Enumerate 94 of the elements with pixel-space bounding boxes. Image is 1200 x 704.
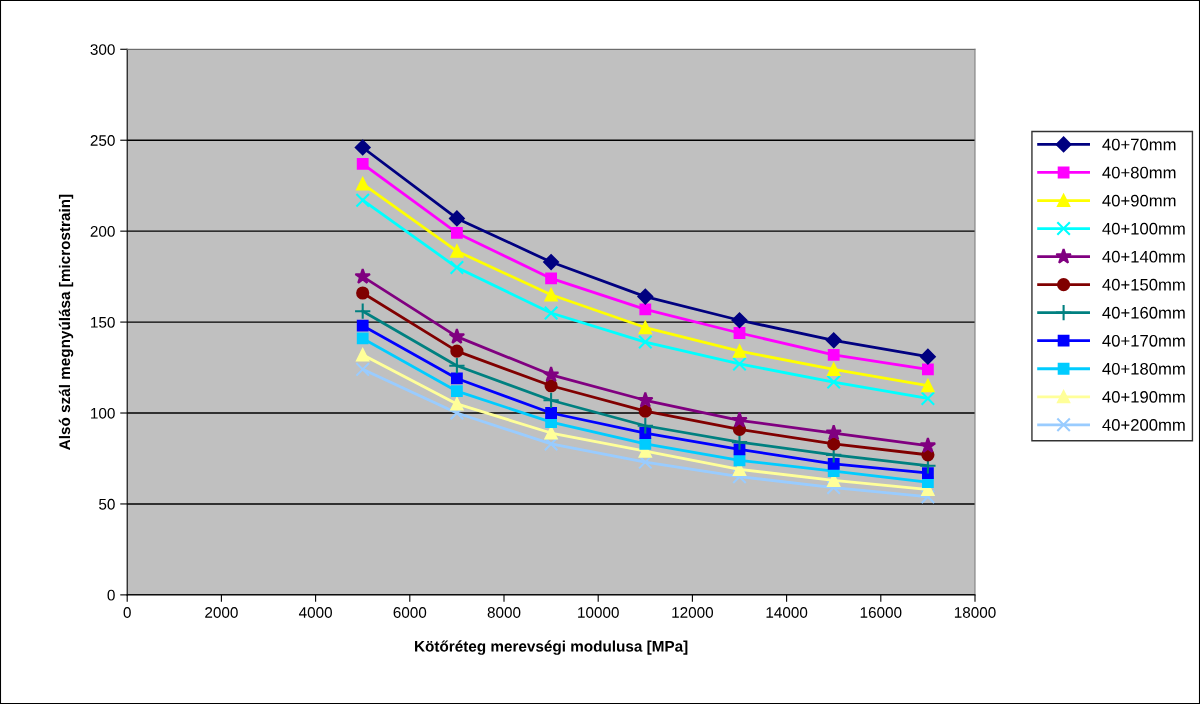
point <box>826 480 841 495</box>
x-tick-label: 0 <box>123 607 131 618</box>
legend-label: 40+180mm <box>1102 362 1185 375</box>
point <box>636 417 654 435</box>
point <box>355 362 370 377</box>
point <box>448 357 466 375</box>
point <box>920 489 936 504</box>
legend-label: 40+200mm <box>1102 419 1185 431</box>
point <box>825 332 842 349</box>
point <box>733 454 746 467</box>
point <box>732 344 747 358</box>
x-tick-label: 2000 <box>205 607 238 618</box>
y-tick-label: 50 <box>99 498 115 510</box>
point <box>542 366 560 383</box>
point <box>544 379 558 393</box>
legend-label: 40+80mm <box>1102 166 1176 179</box>
point <box>449 405 465 421</box>
point <box>448 210 465 227</box>
point <box>354 139 371 156</box>
point <box>638 454 653 470</box>
point <box>451 372 463 385</box>
point <box>637 288 654 305</box>
point <box>920 391 936 406</box>
point <box>356 157 369 170</box>
legend-label: 40+90mm <box>1102 194 1176 207</box>
point <box>544 288 558 302</box>
point <box>638 320 652 335</box>
x-tick-label: 6000 <box>393 607 427 618</box>
y-tick-label: 100 <box>91 407 115 419</box>
x-tick-label: 14000 <box>766 607 808 618</box>
y-tick-label: 0 <box>107 589 115 601</box>
point <box>919 437 937 453</box>
point <box>544 426 558 440</box>
point <box>825 424 842 441</box>
x-tick-label: 16000 <box>860 607 902 618</box>
point <box>733 327 746 339</box>
point <box>450 244 464 258</box>
point <box>543 254 560 270</box>
legend-label: 40+100mm <box>1102 222 1185 235</box>
y-tick-label: 200 <box>90 226 115 237</box>
point <box>638 404 652 418</box>
point <box>730 433 749 451</box>
x-tick-label: 10000 <box>578 607 619 618</box>
point <box>922 363 934 376</box>
point <box>922 467 934 479</box>
legend-label: 40+150mm <box>1102 278 1185 291</box>
point <box>354 302 372 320</box>
point <box>827 362 841 376</box>
point <box>639 303 652 316</box>
point <box>545 407 557 419</box>
point <box>543 305 559 321</box>
point <box>731 312 748 329</box>
point <box>356 177 370 191</box>
point <box>639 427 652 439</box>
y-tick-label: 150 <box>91 316 115 328</box>
point <box>827 348 840 361</box>
point <box>542 391 560 409</box>
point <box>356 332 369 345</box>
point <box>356 286 370 300</box>
point <box>354 267 372 284</box>
point <box>921 379 935 393</box>
point <box>356 348 370 362</box>
legend-label: 40+190mm <box>1102 390 1185 403</box>
point <box>732 356 747 372</box>
point <box>450 397 464 411</box>
point <box>450 344 464 358</box>
y-tick-label: 250 <box>90 135 115 146</box>
point <box>451 385 463 398</box>
point <box>451 227 463 239</box>
legend-label: 40+160mm <box>1102 306 1185 319</box>
point <box>355 192 370 208</box>
y-tick-label: 300 <box>90 44 115 55</box>
x-tick-label: 18000 <box>954 607 996 618</box>
point <box>356 319 369 332</box>
legend-label: 40+140mm <box>1102 250 1185 263</box>
point <box>826 374 841 390</box>
x-tick-label: 4000 <box>298 607 332 618</box>
x-tick-label: 8000 <box>487 607 521 618</box>
point <box>545 272 557 285</box>
point <box>639 438 652 450</box>
point <box>636 391 654 408</box>
point <box>448 327 466 344</box>
point <box>449 260 465 275</box>
x-tick-label: 12000 <box>672 607 714 618</box>
y-axis-title: Alsó szál megnyúlása [microstrain] <box>58 194 74 450</box>
point <box>919 348 936 365</box>
point <box>827 437 841 451</box>
point <box>731 411 748 428</box>
x-axis-title: Kötőréteg merevségi modulusa [MPa] <box>415 640 688 655</box>
legend-label: 40+170mm <box>1102 334 1185 347</box>
point <box>827 458 840 470</box>
legend-label: 40+70mm <box>1102 138 1176 151</box>
point <box>638 334 653 350</box>
point <box>732 469 747 484</box>
